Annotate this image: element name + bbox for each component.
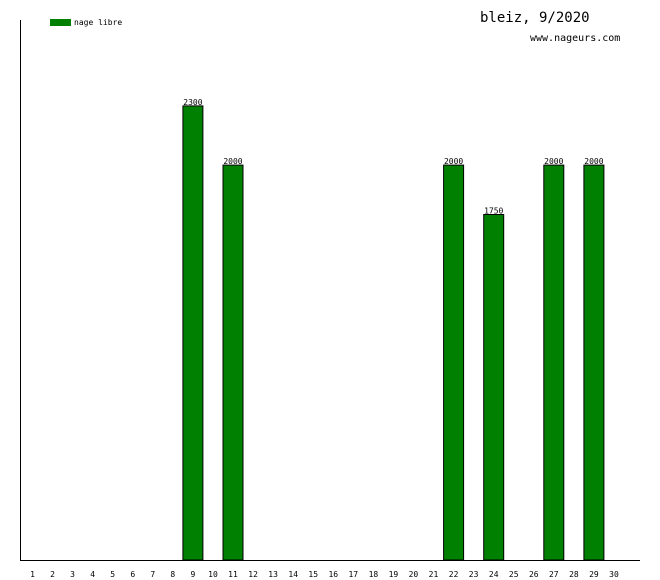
x-tick-label: 27 [549,570,559,579]
x-tick-label: 9 [190,570,195,579]
x-tick-label: 18 [369,570,379,579]
x-tick-label: 19 [389,570,399,579]
legend: nage libre [50,18,122,27]
chart-subtitle: www.nageurs.com [530,33,620,44]
x-tick-label: 29 [589,570,599,579]
x-tick-label: 7 [150,570,155,579]
value-label-day-22: 2000 [444,157,463,166]
value-label-day-11: 2000 [223,157,242,166]
value-label-day-27: 2000 [544,157,563,166]
x-tick-label: 23 [469,570,479,579]
bar-day-29 [583,164,605,561]
legend-swatch-nage-libre [50,19,71,26]
x-tick-label: 17 [348,570,358,579]
x-tick-label: 15 [308,570,318,579]
x-tick-label: 6 [130,570,135,579]
bar-day-27 [543,164,565,561]
x-tick-label: 3 [70,570,75,579]
bar-day-9 [182,105,204,561]
x-tick-label: 10 [208,570,218,579]
bar-day-11 [222,164,244,561]
bar-day-22 [443,164,465,561]
x-tick-label: 2 [50,570,55,579]
bars [182,105,605,561]
x-tick-label: 4 [90,570,95,579]
value-labels: 2300 2000 2000 1750 2000 2000 [183,98,603,216]
legend-label-nage-libre: nage libre [74,18,122,27]
value-label-day-29: 2000 [584,157,603,166]
x-tick-label: 20 [409,570,419,579]
x-tick-label: 1 [30,570,35,579]
x-tick-label: 24 [489,570,499,579]
x-tick-label: 30 [609,570,619,579]
x-tick-label: 16 [328,570,338,579]
x-tick-label: 12 [248,570,258,579]
x-tick-label: 25 [509,570,519,579]
value-label-day-24: 1750 [484,207,503,216]
x-tick-label: 26 [529,570,539,579]
value-label-day-9: 2300 [183,98,202,107]
x-tick-label: 21 [429,570,439,579]
x-tick-label: 5 [110,570,115,579]
x-tick-label: 13 [268,570,278,579]
bar-day-24 [483,214,505,561]
x-tick-label: 14 [288,570,298,579]
x-tick-labels: 1 2 3 4 5 6 7 8 9 10 11 12 13 14 15 16 17 18 19 20 21 22 23 24 2… [30,570,619,579]
axes [20,20,640,561]
x-tick-label: 11 [228,570,238,579]
x-tick-label: 28 [569,570,579,579]
x-tick-label: 8 [170,570,175,579]
x-tick-label: 22 [449,570,459,579]
chart-title: bleiz, 9/2020 [480,10,590,26]
